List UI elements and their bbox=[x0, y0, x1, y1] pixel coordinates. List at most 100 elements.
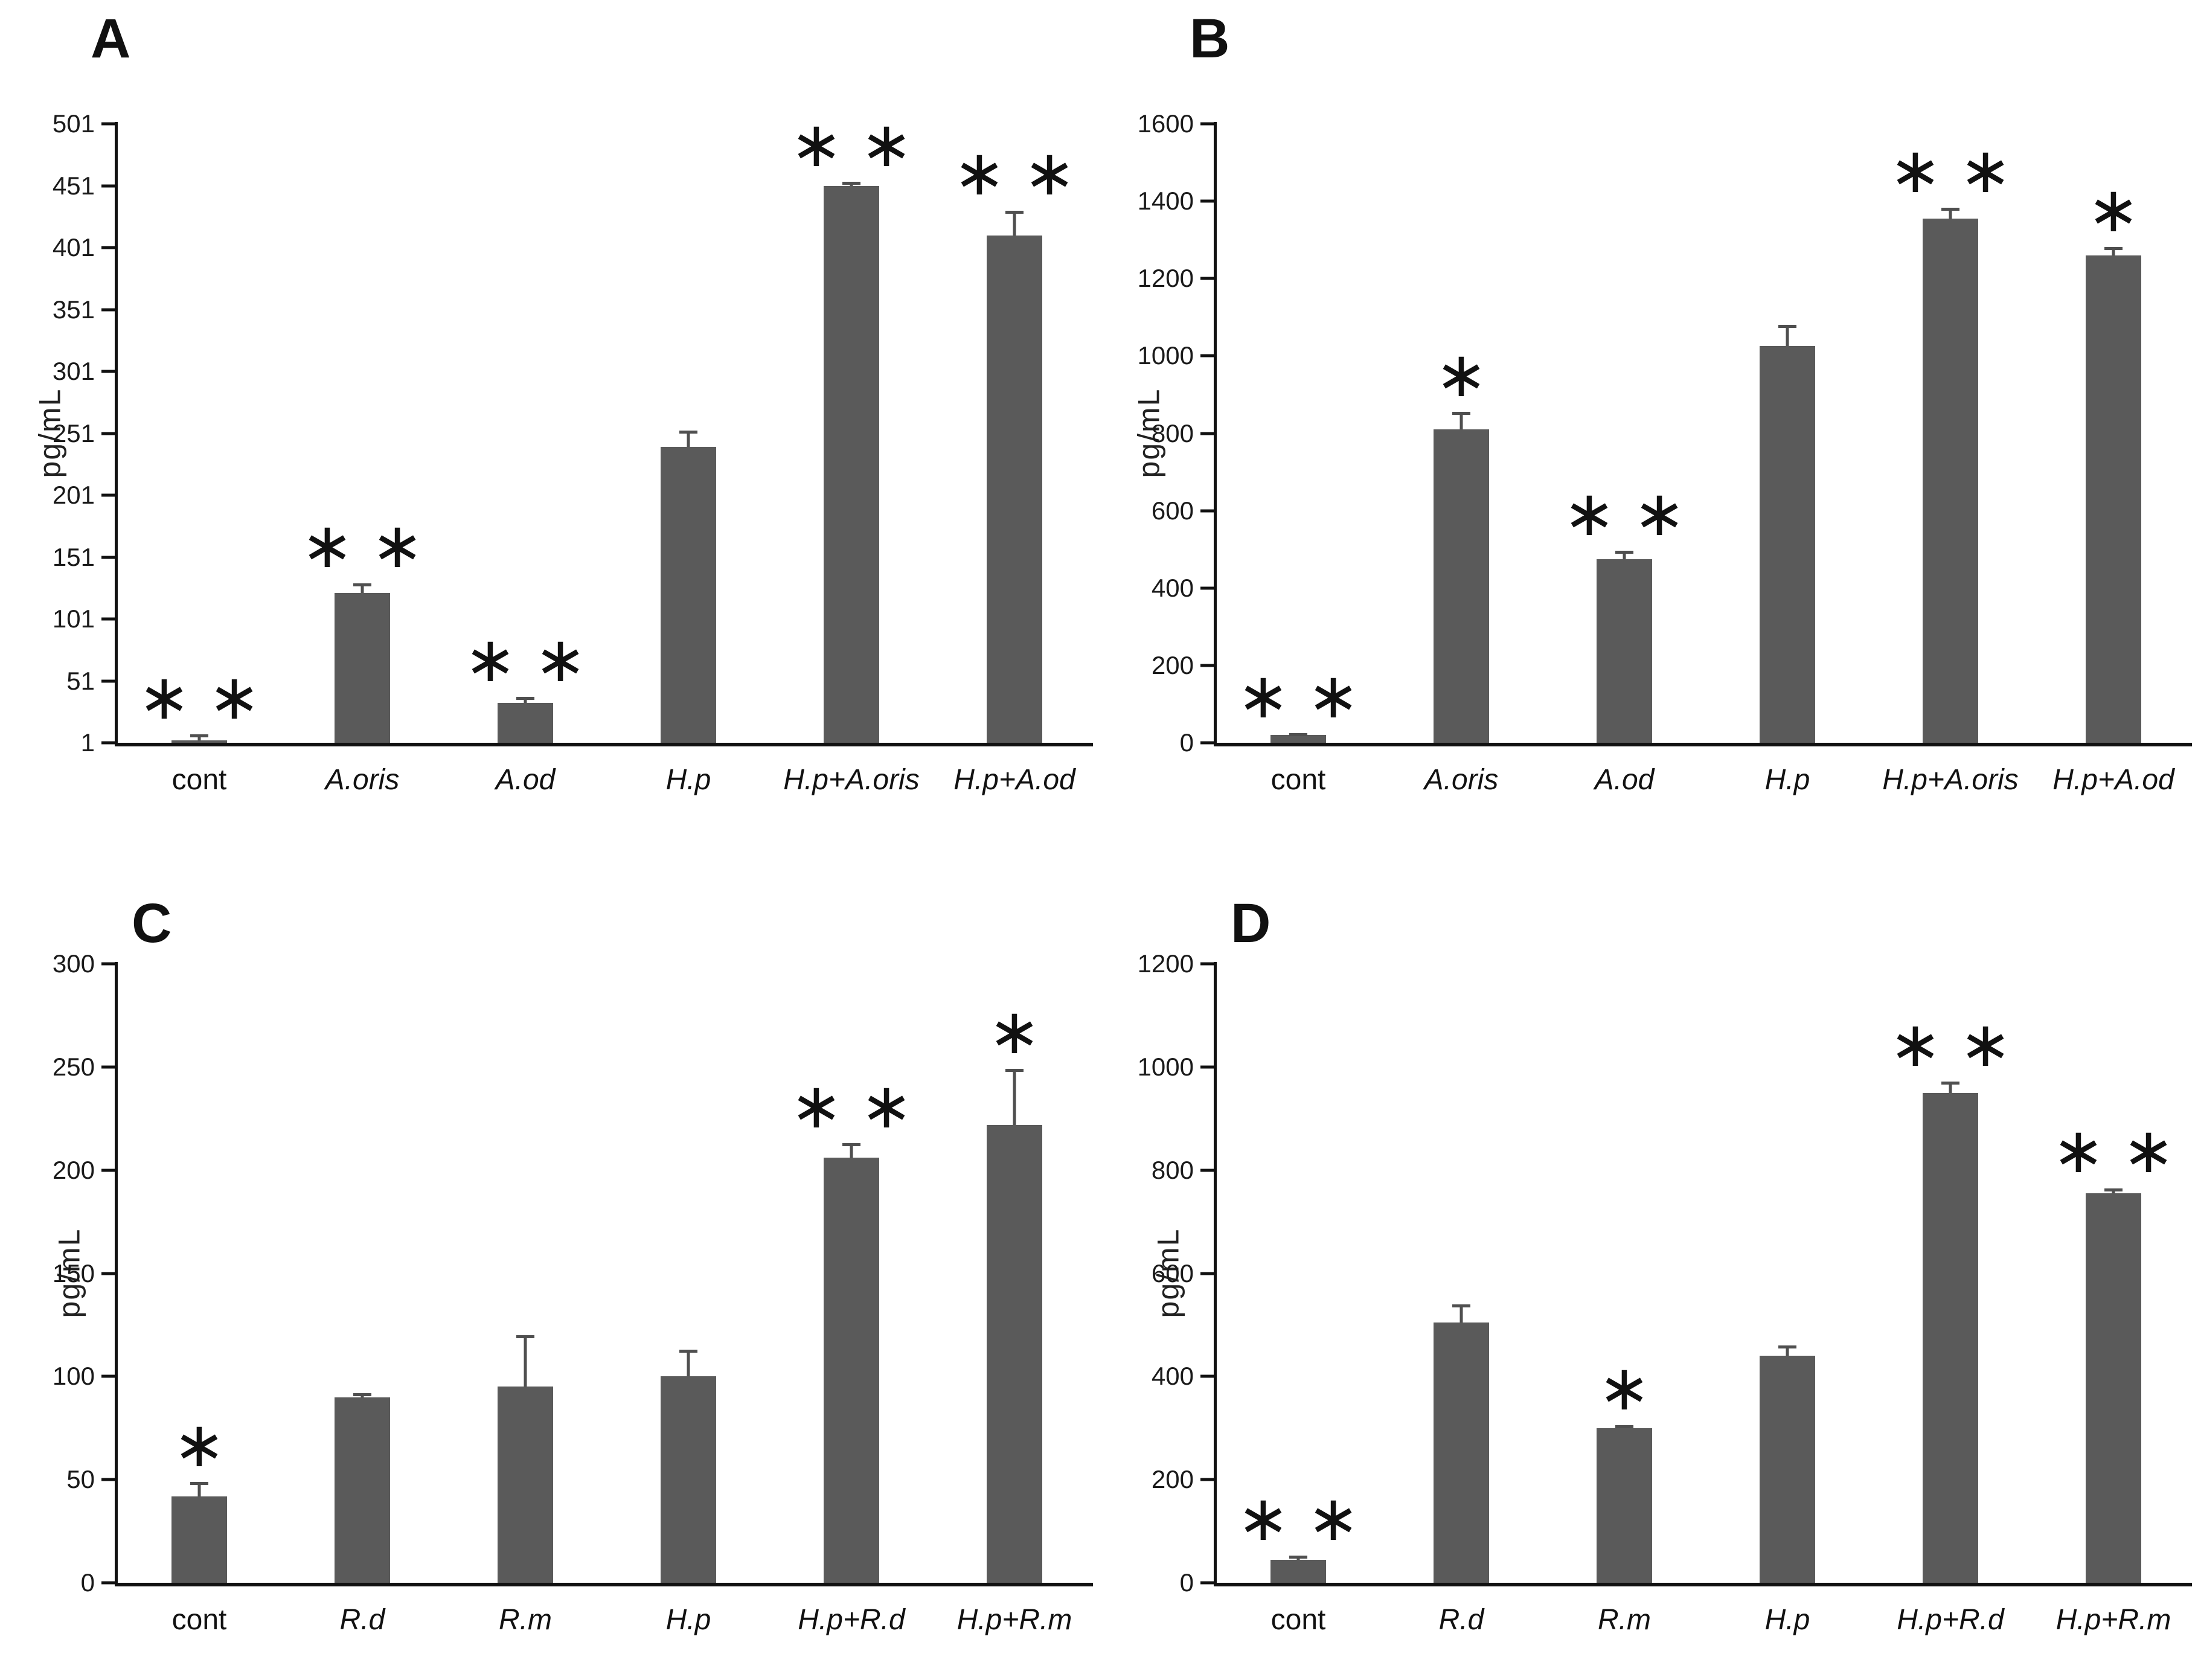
error-bar bbox=[516, 697, 534, 704]
bar-R.m bbox=[498, 1387, 553, 1583]
y-tick-mark bbox=[101, 308, 115, 311]
error-bar-cap bbox=[1289, 1555, 1307, 1559]
y-tick-mark bbox=[101, 741, 115, 745]
category-label: A.oris bbox=[325, 764, 400, 796]
x-axis-line bbox=[1214, 1583, 2192, 1586]
panel-b-letter: B bbox=[1190, 8, 1230, 69]
category-label: H.p+A.oris bbox=[1882, 764, 2019, 796]
significance-asterisks: ∗ ∗ bbox=[790, 1071, 913, 1142]
y-tick-mark bbox=[101, 1374, 115, 1378]
significance-asterisks: ∗ bbox=[2087, 175, 2140, 245]
panel-a-plot-area: 1 51 101 151 201 251 301 351 401 451 501 ∗ ∗ ∗ ∗ ∗ ∗… bbox=[53, 110, 1096, 755]
category-label: cont bbox=[171, 764, 227, 796]
significance-asterisks: ∗ ∗ bbox=[1237, 1483, 1360, 1554]
error-bar-cap bbox=[1778, 1345, 1796, 1349]
y-tick-label: 451 bbox=[52, 171, 95, 200]
bar-H.p bbox=[661, 1376, 716, 1583]
y-tick-mark bbox=[101, 1272, 115, 1275]
category-label: R.d bbox=[339, 1604, 385, 1636]
panel-b-category-labels: cont A.oris A.od H.p H.p+A.oris H.p+A.od bbox=[1217, 766, 2195, 808]
error-bar-cap bbox=[1005, 1069, 1024, 1072]
panel-a-category-labels: cont A.oris A.od H.p H.p+A.oris H.p+A.od bbox=[118, 766, 1096, 808]
y-tick-mark bbox=[1200, 1272, 1214, 1275]
error-bar bbox=[2104, 1188, 2123, 1194]
y-tick-label: 101 bbox=[52, 604, 95, 633]
error-bar-cap bbox=[1289, 733, 1307, 736]
bar-H.p bbox=[1760, 1356, 1815, 1583]
error-bar bbox=[1289, 733, 1307, 736]
significance-asterisks: ∗ ∗ bbox=[1889, 135, 2012, 206]
error-bar-line bbox=[1786, 1345, 1789, 1356]
y-tick-label: 401 bbox=[52, 233, 95, 261]
error-bar-cap bbox=[190, 734, 208, 737]
significance-asterisks: ∗ ∗ bbox=[790, 110, 913, 181]
significance-asterisks: ∗ ∗ bbox=[953, 138, 1076, 209]
category-label: R.m bbox=[1598, 1604, 1651, 1636]
category-label: A.oris bbox=[1424, 764, 1499, 796]
error-bar-cap bbox=[2104, 1188, 2123, 1191]
y-tick-label: 800 bbox=[1151, 418, 1194, 447]
category-label: H.p bbox=[1764, 764, 1810, 796]
error-bar bbox=[679, 1349, 697, 1377]
y-axis-line bbox=[115, 122, 118, 743]
error-bar-cap bbox=[842, 1143, 860, 1147]
y-tick-mark bbox=[1200, 962, 1214, 966]
error-bar-line bbox=[1459, 412, 1463, 430]
y-tick-mark bbox=[1200, 1065, 1214, 1069]
y-tick-label: 151 bbox=[52, 542, 95, 571]
significance-asterisks: ∗ bbox=[988, 997, 1041, 1068]
y-tick-label: 250 bbox=[52, 1052, 95, 1081]
y-tick-mark bbox=[101, 1478, 115, 1481]
error-bar-cap bbox=[353, 583, 371, 586]
y-tick-label: 1400 bbox=[1137, 187, 1194, 216]
panel-b: B pg/mL 0 200 400 600 800 1000 1200 1400 1600 ∗ … bbox=[1099, 0, 2198, 840]
y-tick-label: 150 bbox=[52, 1258, 95, 1287]
y-tick-mark bbox=[101, 122, 115, 126]
error-bar-line bbox=[524, 1335, 527, 1387]
y-tick-mark bbox=[1200, 664, 1214, 667]
category-label: H.p+R.m bbox=[2055, 1604, 2171, 1636]
panel-c-category-labels: cont R.d R.m H.p H.p+R.d H.p+R.m bbox=[118, 1606, 1096, 1648]
bar-H.p+A.od bbox=[987, 235, 1042, 743]
significance-asterisks: ∗ bbox=[1598, 1353, 1651, 1424]
bar-A.oris bbox=[335, 592, 390, 743]
significance-asterisks: ∗ ∗ bbox=[1889, 1009, 2012, 1080]
category-label: H.p+A.oris bbox=[783, 764, 920, 796]
error-bar bbox=[1005, 1069, 1024, 1125]
error-bar bbox=[2104, 246, 2123, 255]
category-label: cont bbox=[1270, 764, 1326, 796]
error-bar-line bbox=[1949, 208, 1952, 219]
y-tick-label: 301 bbox=[52, 357, 95, 385]
error-bar-line bbox=[197, 734, 201, 740]
category-label: R.d bbox=[1438, 1604, 1484, 1636]
bar-cont bbox=[171, 1496, 227, 1583]
x-axis-line bbox=[115, 743, 1093, 746]
y-tick-mark bbox=[1200, 741, 1214, 745]
bar-H.p+R.m bbox=[2086, 1193, 2141, 1583]
y-tick-mark bbox=[1200, 354, 1214, 357]
error-bar-cap bbox=[1005, 210, 1024, 214]
y-tick-label: 1000 bbox=[1137, 1052, 1194, 1081]
significance-asterisks: ∗ bbox=[173, 1409, 226, 1480]
bar-cont bbox=[1270, 735, 1326, 743]
error-bar-cap bbox=[842, 182, 860, 185]
error-bar bbox=[1452, 1304, 1470, 1323]
error-bar-cap bbox=[516, 1335, 534, 1339]
y-tick-label: 400 bbox=[1151, 573, 1194, 602]
y-tick-label: 400 bbox=[1151, 1362, 1194, 1391]
y-tick-mark bbox=[101, 1065, 115, 1069]
error-bar bbox=[1289, 1555, 1307, 1560]
y-tick-mark bbox=[1200, 1374, 1214, 1378]
error-bar-cap bbox=[2104, 246, 2123, 250]
error-bar bbox=[516, 1335, 534, 1387]
error-bar-cap bbox=[1941, 1081, 1959, 1085]
error-bar bbox=[842, 1143, 860, 1158]
bar-H.p bbox=[661, 447, 716, 743]
y-tick-mark bbox=[101, 1581, 115, 1585]
y-tick-label: 200 bbox=[1151, 1465, 1194, 1494]
error-bar-cap bbox=[190, 1481, 208, 1485]
y-tick-label: 300 bbox=[52, 949, 95, 978]
error-bar-line bbox=[1459, 1304, 1463, 1323]
y-tick-label: 1 bbox=[80, 728, 95, 757]
bar-A.oris bbox=[1434, 429, 1489, 743]
